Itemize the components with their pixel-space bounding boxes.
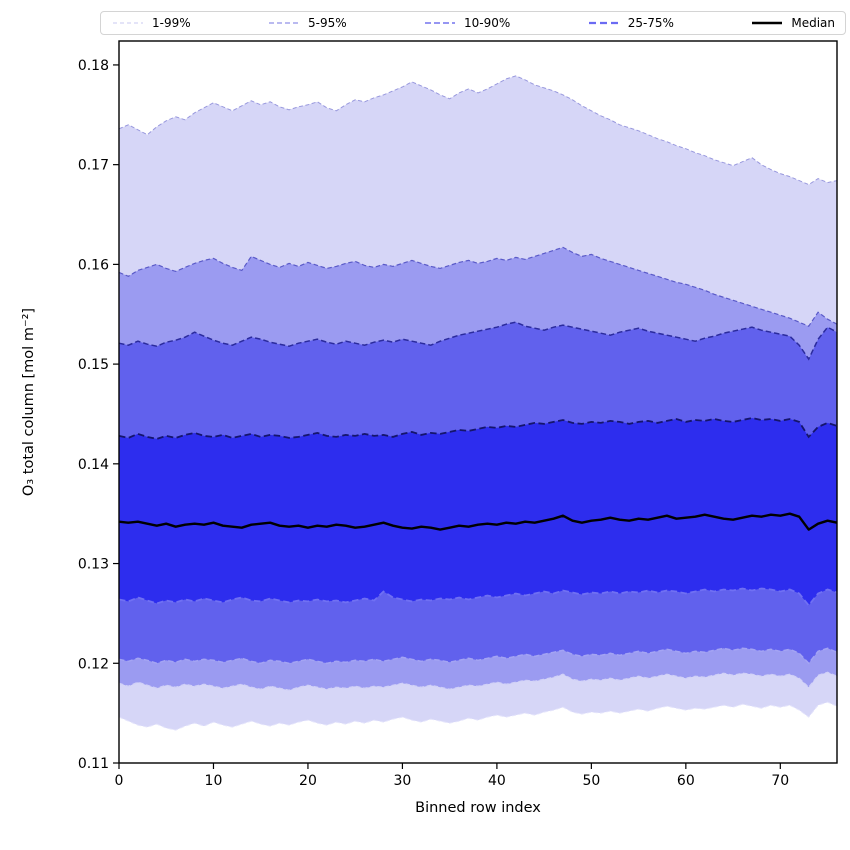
boundary-line-p01 [118,701,838,731]
legend-label-1-99: 1-99% [152,16,191,30]
legend-item-25-75: 25-75% [587,17,674,29]
x-tick-label: 70 [771,773,789,789]
legend-item-median: Median [750,17,835,29]
legend-label-median: Median [791,16,835,30]
x-tick-label: 50 [582,773,600,789]
axis-ticks [113,64,781,769]
y-tick-label: 0.17 [78,158,109,174]
boundary-line-p10 [118,647,838,665]
legend-label-5-95: 5-95% [308,16,347,30]
legend-dash-sample-5-95 [269,22,300,24]
boundary-line-p90 [118,321,838,361]
y-axis-label: O₃ total column [mol m⁻²] [21,308,37,496]
y-tick-label: 0.11 [78,756,109,772]
boundary-line-p05 [118,671,838,691]
x-tick-label: 20 [299,773,317,789]
legend-dash-sample-10-90 [425,22,456,24]
x-tick-label: 30 [394,773,412,789]
boundary-line-p99 [118,75,838,186]
y-tick-label: 0.18 [78,58,109,74]
chart-legend: 1-99% 5-95% 10-90% 25-75% Median [100,11,846,35]
percentile-boundary-lines [118,75,838,731]
median-polyline [118,512,838,531]
median-line [118,512,838,531]
legend-label-10-90: 10-90% [464,16,511,30]
y-tick-label: 0.12 [78,656,109,672]
legend-item-10-90: 10-90% [423,17,510,29]
plot-frame [118,40,838,764]
boundary-line-p25 [118,587,838,607]
boundary-line-p75 [118,417,838,440]
y-tick-label: 0.14 [78,457,109,473]
band-25-75% [119,418,837,606]
x-tick-label: 10 [205,773,223,789]
y-tick-label: 0.13 [78,557,109,573]
x-tick-label: 60 [677,773,695,789]
legend-dash-sample-1-99 [113,22,143,24]
legend-label-25-75: 25-75% [627,16,674,30]
percentile-bands [119,75,837,731]
y-tick-label: 0.15 [78,357,109,373]
legend-item-5-95: 5-95% [267,17,347,29]
axis-tick-labels: 0 10 20 30 40 50 60 70 0.11 0.12 0.13 0.14 0.15 0.16 0… [78,58,789,789]
legend-dash-sample-25-75 [588,21,619,25]
legend-line-sample-median [752,21,783,25]
x-axis-label: Binned row index [415,800,541,816]
legend-item-1-99: 1-99% [111,17,191,29]
x-tick-label: 0 [115,773,124,789]
y-tick-label: 0.16 [78,257,109,273]
x-tick-label: 40 [488,773,506,789]
